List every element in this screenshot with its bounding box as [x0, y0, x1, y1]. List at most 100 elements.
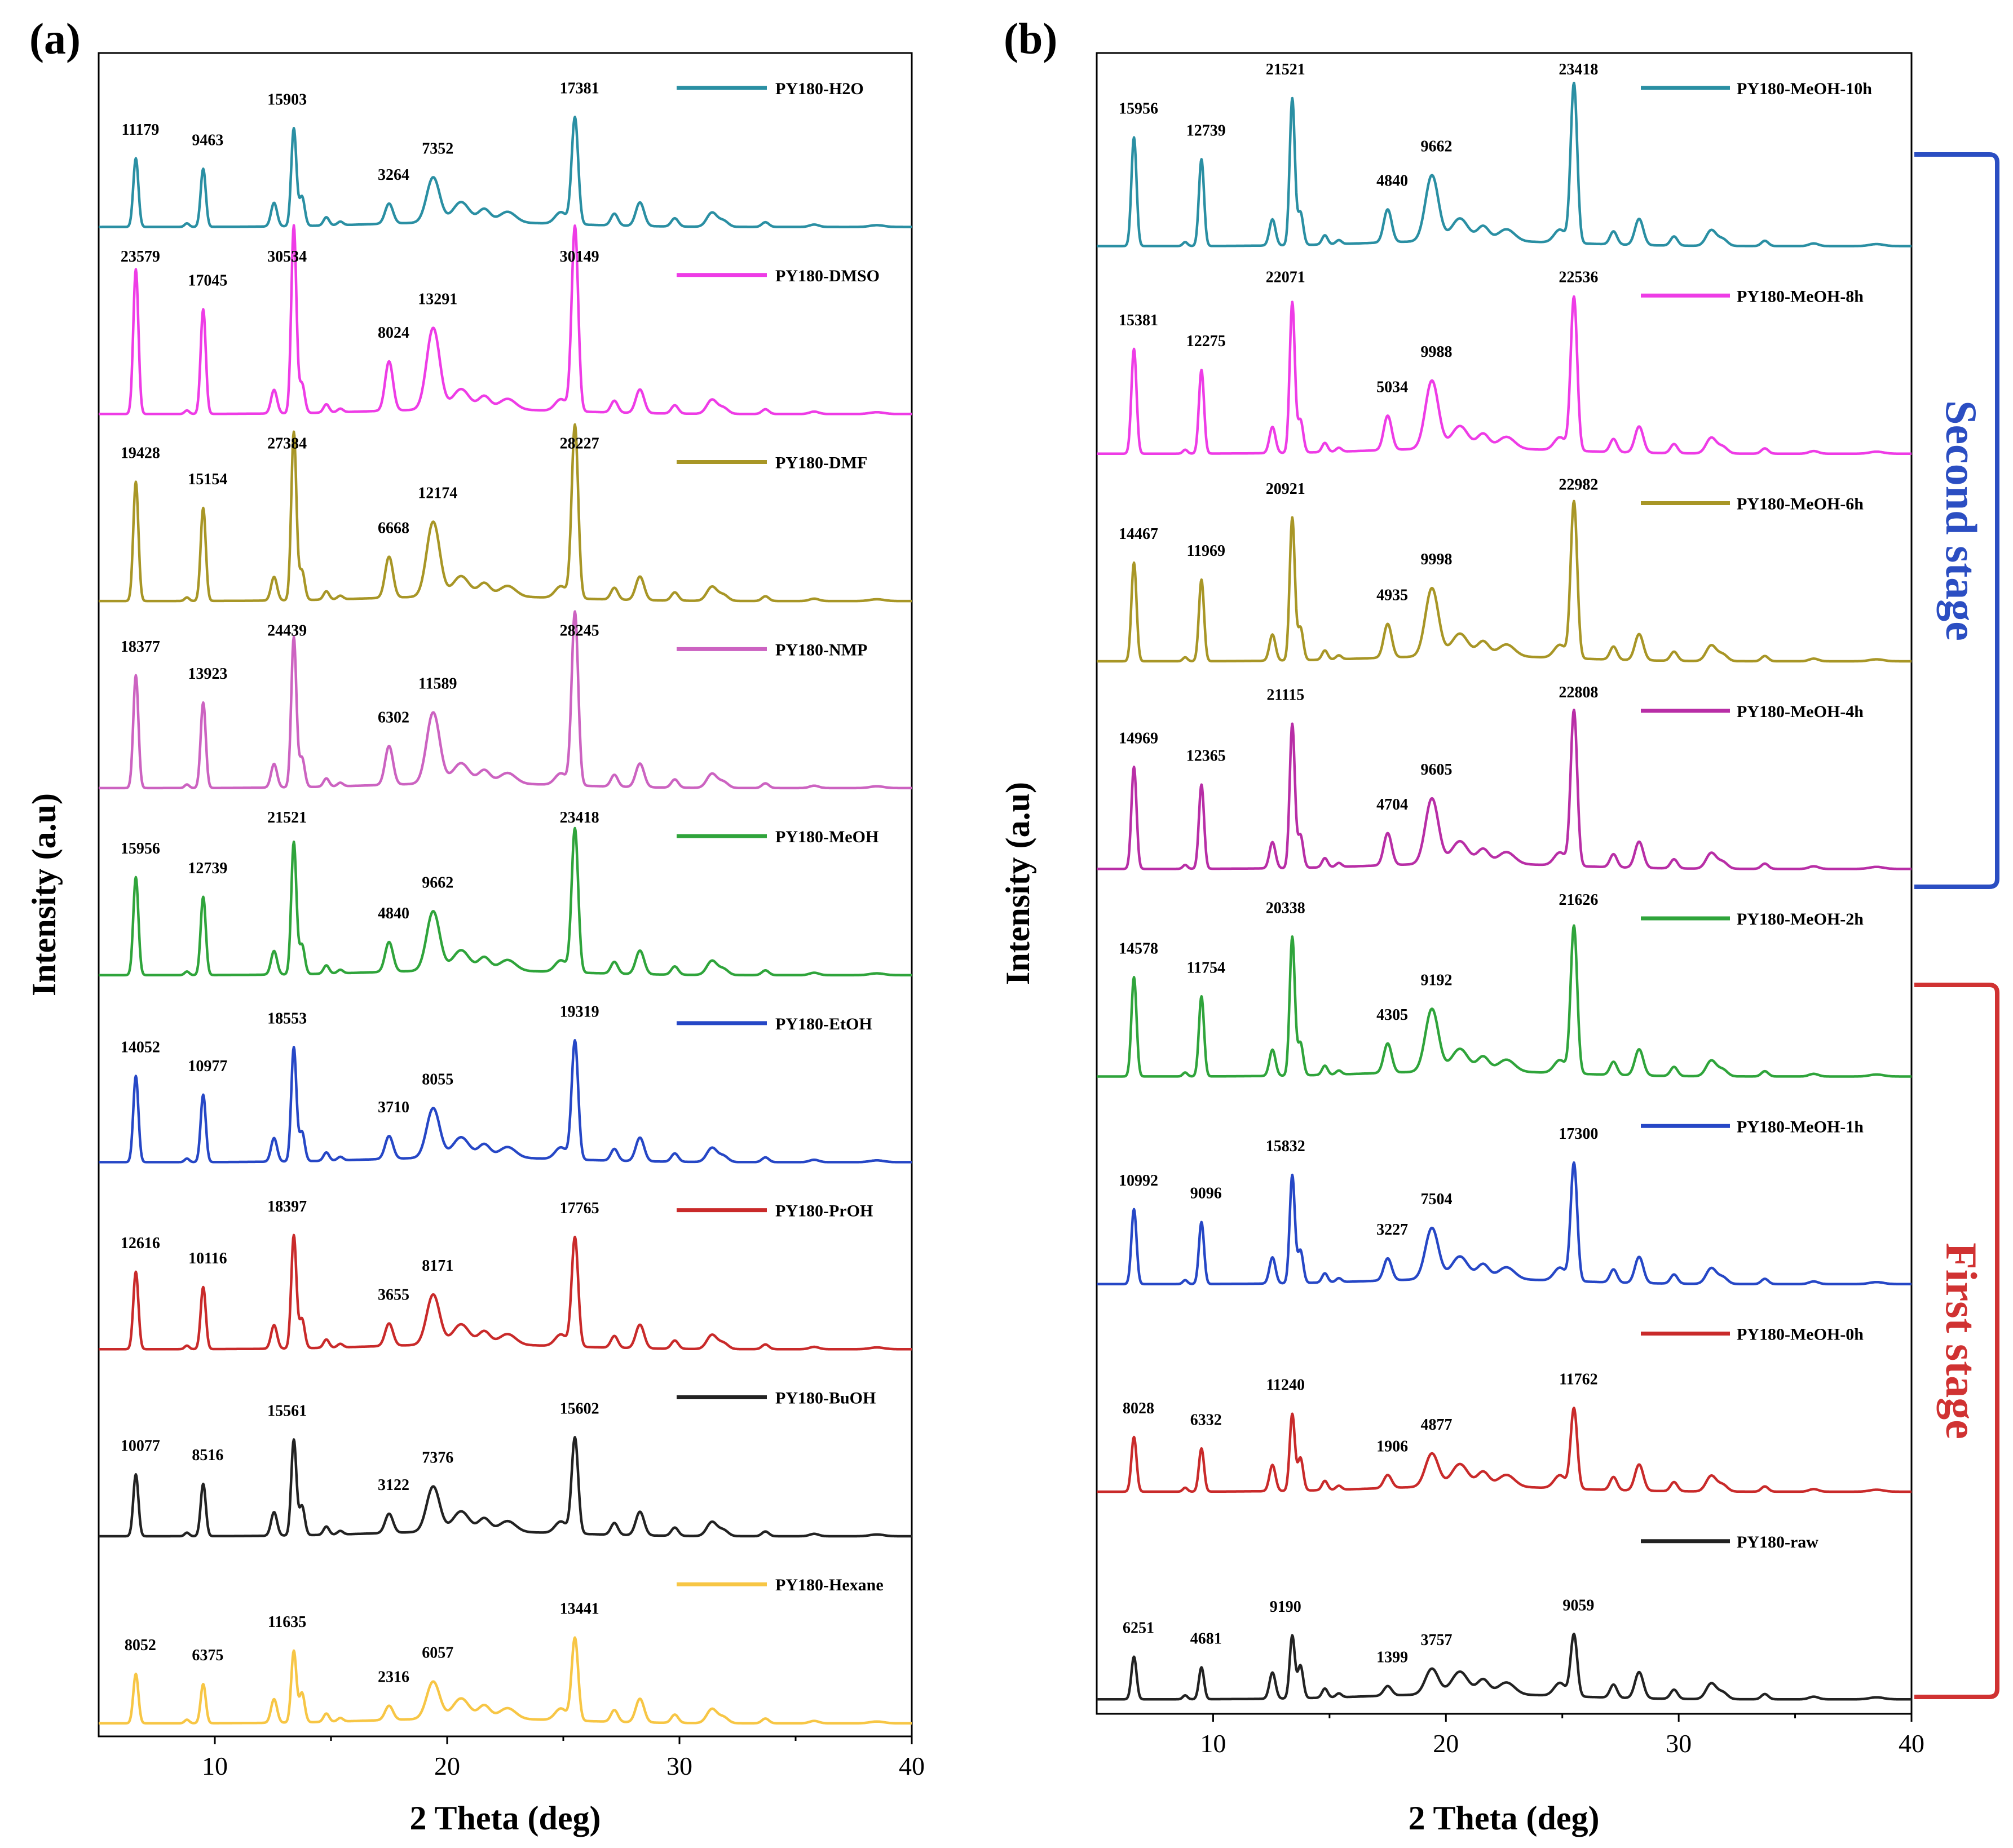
peak-label: 15956 — [1119, 100, 1158, 118]
series-py180-raw: PY180-raw 6251 4681 9190 1399 3757 9059 — [1096, 1533, 1913, 1701]
peak-label: 9190 — [1270, 1598, 1301, 1616]
series-py180-dmso: PY180-DMSO 23579 17045 30534 8024 13291 30149 — [98, 224, 913, 415]
peak-label: 27384 — [267, 435, 307, 453]
peak-label: 12739 — [188, 860, 227, 877]
series-line — [1096, 708, 1913, 870]
peak-label: 3757 — [1421, 1632, 1453, 1649]
peak-label: 12174 — [418, 484, 457, 502]
legend-label: PY180-raw — [1737, 1533, 1818, 1551]
peak-label: 12739 — [1186, 122, 1226, 139]
legend-label: PY180-MeOH-1h — [1737, 1117, 1864, 1136]
peak-label: 22071 — [1266, 268, 1305, 286]
series-line — [98, 1436, 913, 1538]
peak-label: 1906 — [1376, 1438, 1408, 1455]
peak-label: 21626 — [1559, 891, 1598, 909]
peak-label: 10116 — [188, 1250, 227, 1267]
peak-label: 1399 — [1376, 1649, 1408, 1666]
panel-label: (a) — [29, 14, 81, 63]
x-axis-title: 2 Theta (deg) — [1409, 1800, 1600, 1837]
peak-label: 7504 — [1421, 1191, 1453, 1208]
series-py180-meoh-10h: PY180-MeOH-10h 15956 12739 21521 4840 9662 234… — [1096, 61, 1913, 247]
peak-label: 11762 — [1559, 1370, 1597, 1388]
series-py180-hexane: PY180-Hexane 8052 6375 11635 2316 6057 13441 — [98, 1576, 913, 1725]
series-py180-h2o: PY180-H2O 11179 9463 15903 3264 7352 17381 — [98, 79, 913, 228]
peak-label: 23418 — [560, 809, 599, 826]
peak-label: 18397 — [267, 1198, 307, 1215]
peak-label: 7376 — [422, 1449, 453, 1467]
peak-label: 9988 — [1421, 343, 1453, 361]
legend-label: PY180-Hexane — [775, 1576, 884, 1594]
x-tick-label: 10 — [1200, 1729, 1226, 1758]
peak-label: 8171 — [422, 1257, 453, 1275]
x-tick-label: 30 — [1666, 1729, 1692, 1758]
peak-label: 4681 — [1190, 1630, 1222, 1648]
legend-label: PY180-MeOH-6h — [1737, 495, 1864, 514]
peak-label: 13291 — [418, 291, 457, 308]
legend-label: PY180-MeOH-10h — [1737, 79, 1872, 98]
legend-label: PY180-MeOH-8h — [1737, 287, 1864, 306]
panel-b: (b) 2 Theta (deg) Intensity (a.u) 10 20 30 40 P… — [999, 14, 1999, 1837]
legend-label: PY180-BuOH — [775, 1389, 876, 1407]
series-py180-buoh: PY180-BuOH 10077 8516 15561 3122 7376 15602 — [98, 1389, 913, 1538]
legend-label: PY180-DMSO — [775, 267, 880, 285]
peak-label: 23418 — [1559, 61, 1598, 78]
series-py180-meoh-6h: PY180-MeOH-6h 14467 11969 20921 4935 9998 2298… — [1096, 476, 1913, 663]
series-py180-proh: PY180-PrOH 12616 10116 18397 3655 8171 17765 — [98, 1198, 913, 1351]
peak-label: 30149 — [560, 248, 599, 266]
series-line — [1096, 924, 1913, 1078]
peak-label: 28227 — [560, 435, 599, 453]
peak-label: 11240 — [1266, 1377, 1305, 1394]
peak-label: 15154 — [188, 471, 227, 488]
peak-label: 17045 — [188, 272, 227, 290]
peak-label: 8516 — [192, 1447, 223, 1464]
series-line — [98, 116, 913, 228]
peak-label: 4877 — [1421, 1416, 1453, 1434]
peak-label: 21115 — [1266, 687, 1304, 704]
legend-label: PY180-NMP — [775, 640, 867, 659]
x-tick-label: 20 — [434, 1752, 460, 1780]
peak-label: 15956 — [121, 840, 160, 857]
peak-label: 20921 — [1266, 480, 1305, 498]
peak-label: 9059 — [1562, 1597, 1594, 1614]
series-py180-meoh: PY180-MeOH 15956 12739 21521 4840 9662 23418 — [98, 809, 913, 976]
legend-label: PY180-EtOH — [775, 1015, 872, 1033]
peak-label: 11589 — [418, 675, 457, 693]
series-line — [98, 1234, 913, 1351]
peak-label: 13923 — [188, 665, 227, 683]
peak-label: 8024 — [378, 324, 409, 342]
series-py180-meoh-2h: PY180-MeOH-2h 14578 11754 20338 4305 9192 2162… — [1096, 891, 1913, 1078]
peak-label: 9662 — [422, 874, 453, 891]
peak-label: 11635 — [268, 1613, 306, 1631]
stage-label: First stage — [1937, 1243, 1986, 1439]
peak-label: 12616 — [121, 1235, 160, 1252]
series-line — [1096, 1407, 1913, 1493]
legend-label: PY180-MeOH — [775, 828, 879, 846]
peak-label: 11179 — [121, 121, 159, 139]
peak-label: 9463 — [192, 131, 223, 149]
series-line — [1096, 295, 1913, 455]
peak-label: 22808 — [1559, 684, 1598, 701]
peak-label: 28245 — [560, 622, 599, 639]
peak-label: 30534 — [267, 248, 307, 266]
series-py180-etoh: PY180-EtOH 14052 10977 18553 3710 8055 19319 — [98, 1003, 913, 1164]
peak-label: 10977 — [188, 1058, 227, 1075]
peak-label: 15561 — [267, 1402, 307, 1420]
peak-label: 3655 — [378, 1286, 409, 1303]
peak-label: 3710 — [378, 1099, 409, 1116]
x-tick-label: 40 — [899, 1752, 925, 1780]
peak-label: 9662 — [1421, 138, 1453, 156]
legend-label: PY180-PrOH — [775, 1202, 873, 1221]
panel-a: (a) 2 Theta (deg) Intensity (a.u) 10 20 30 40 P… — [25, 14, 925, 1837]
peak-label: 14578 — [1119, 940, 1158, 957]
peak-label: 21521 — [267, 809, 307, 826]
series-line — [98, 610, 913, 790]
peak-label: 22982 — [1559, 476, 1598, 494]
stage-bracket-second-stage: Second stage — [1914, 152, 1999, 889]
x-tick-label: 30 — [666, 1752, 692, 1780]
peak-label: 17300 — [1559, 1125, 1598, 1143]
peak-label: 3264 — [378, 166, 409, 184]
series-line — [1096, 1633, 1913, 1701]
series-py180-meoh-0h: PY180-MeOH-0h 8028 6332 11240 1906 4877 11762 — [1096, 1325, 1913, 1493]
series-line — [1096, 1161, 1913, 1285]
